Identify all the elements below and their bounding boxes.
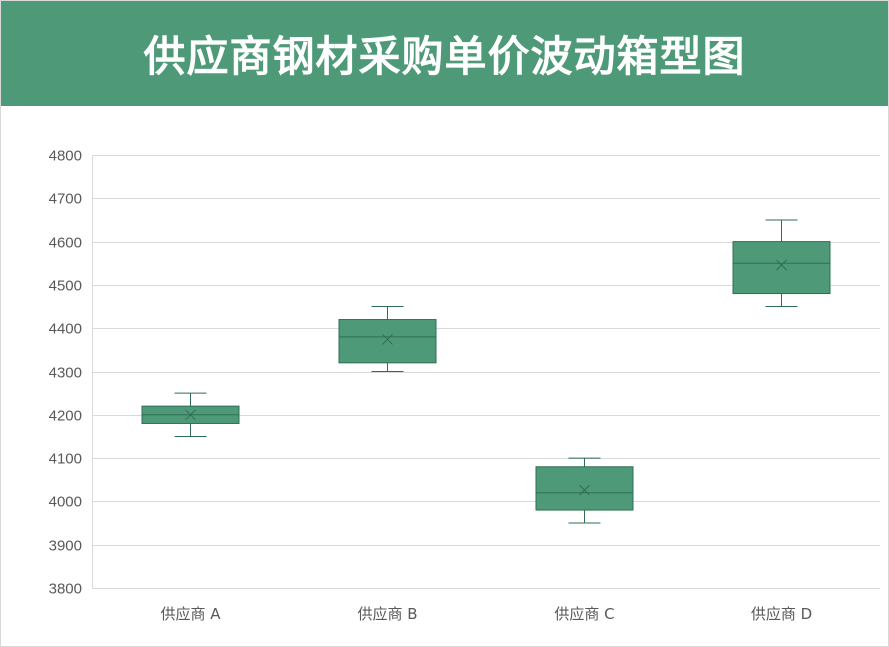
mean-marker xyxy=(776,259,787,271)
box-iqr xyxy=(732,241,831,295)
chart-header: 供应商钢材采购单价波动箱型图 xyxy=(1,1,888,106)
box-iqr xyxy=(338,319,437,364)
y-tick-label: 4300 xyxy=(49,365,82,382)
y-tick-label: 4200 xyxy=(49,408,82,425)
y-tick-label: 3900 xyxy=(49,538,82,555)
y-tick-label: 4100 xyxy=(49,451,82,468)
mean-marker xyxy=(382,334,393,345)
mean-marker xyxy=(185,409,196,421)
y-tick-label: 4600 xyxy=(49,235,82,252)
y-tick-label: 3800 xyxy=(49,581,82,598)
x-category-label: 供应商 C xyxy=(554,605,614,623)
mean-marker xyxy=(579,484,590,496)
x-category-label: 供应商 B xyxy=(357,605,417,623)
x-category-label: 供应商 D xyxy=(751,605,812,623)
chart-title: 供应商钢材采购单价波动箱型图 xyxy=(143,32,746,81)
y-tick-label: 4400 xyxy=(49,321,82,338)
y-tick-label: 4500 xyxy=(49,278,82,295)
box-iqr xyxy=(535,466,634,511)
y-tick-label: 4800 xyxy=(49,148,82,165)
y-tick-label: 4000 xyxy=(49,494,82,511)
y-tick-label: 4700 xyxy=(49,191,82,208)
x-category-label: 供应商 A xyxy=(160,605,221,623)
